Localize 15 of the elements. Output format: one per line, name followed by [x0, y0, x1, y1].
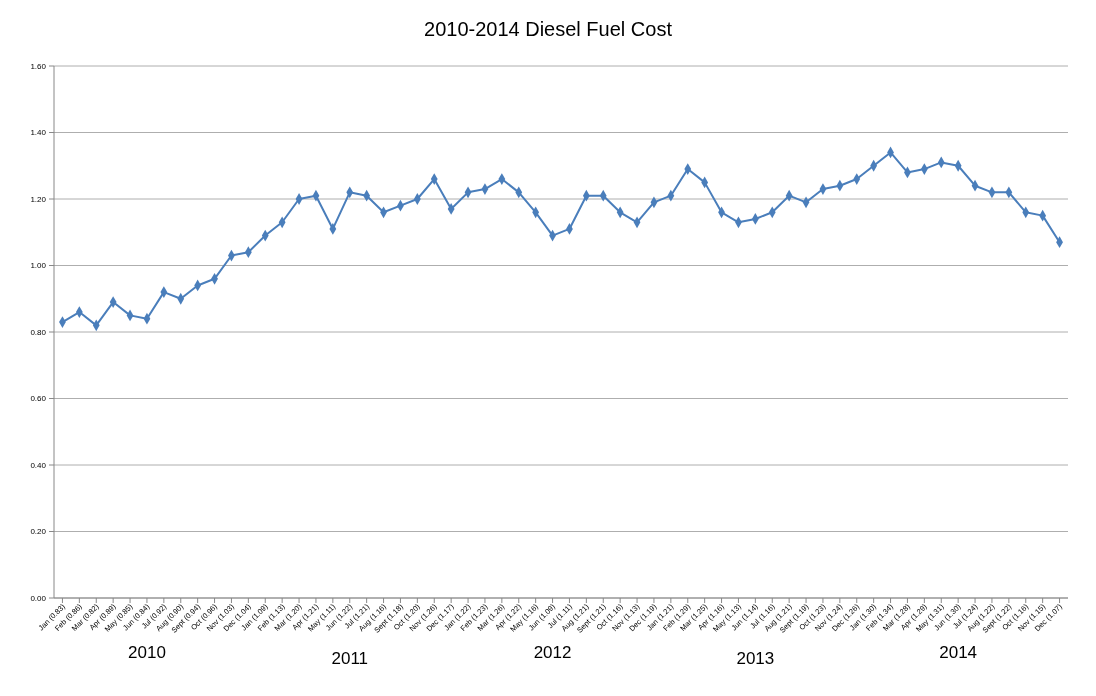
y-tick-label: 0.00 — [30, 593, 47, 603]
text: 2013 — [736, 649, 775, 668]
chart-title: 2010-2014 Diesel Fuel Cost — [424, 18, 673, 40]
text: 2012 — [533, 643, 572, 662]
y-tick-label: 0.80 — [30, 327, 47, 337]
y-tick-label: 1.20 — [30, 194, 47, 204]
y-tick-label: 0.60 — [30, 394, 47, 404]
text: 2014 — [939, 643, 978, 662]
y-tick-label: 0.40 — [30, 460, 47, 470]
y-tick-label: 1.40 — [30, 128, 47, 138]
text: 2011 — [331, 649, 369, 668]
text: 2010 — [128, 643, 166, 662]
y-tick-label: 1.60 — [30, 61, 47, 71]
y-tick-label: 0.20 — [30, 527, 47, 537]
y-tick-label: 1.00 — [30, 261, 47, 271]
